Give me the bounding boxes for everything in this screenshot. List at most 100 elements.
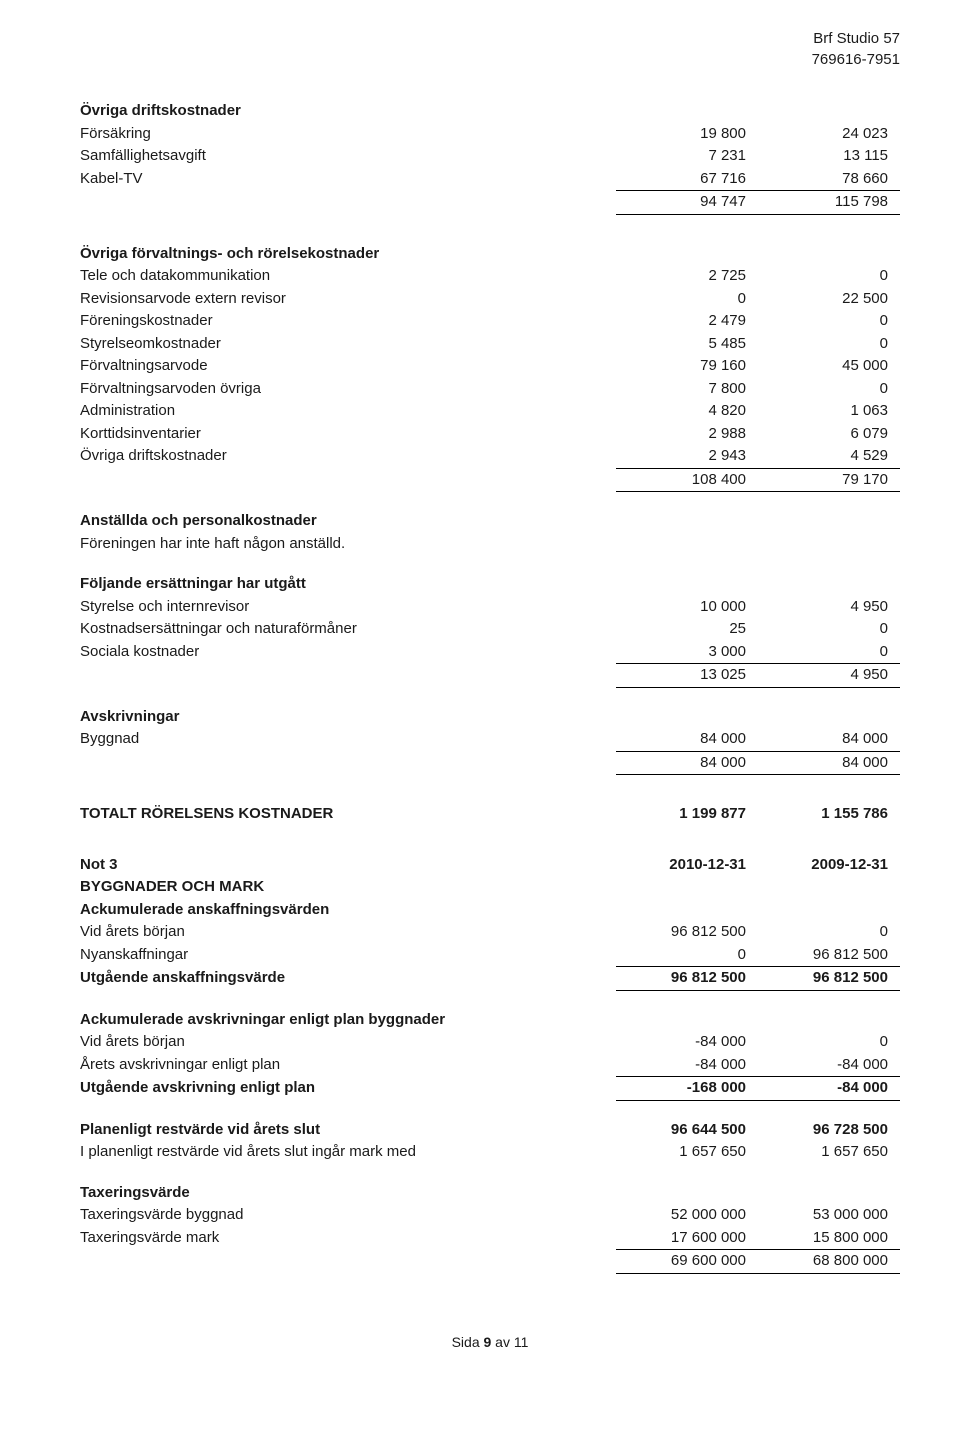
table-cell: 52 000 000 — [616, 1204, 758, 1227]
table-row-label: Sociala kostnader — [80, 641, 616, 664]
table-cell: -84 000 — [758, 1054, 900, 1078]
table-cell: 1 657 650 — [616, 1141, 758, 1164]
sec5-title: Avskrivningar — [80, 706, 900, 729]
table-cell: 84 000 — [758, 728, 900, 752]
table-cell: 0 — [758, 618, 900, 641]
table-total: -84 000 — [758, 1077, 900, 1101]
table-row-label: Revisionsarvode extern revisor — [80, 288, 616, 311]
table-cell: 5 485 — [616, 333, 758, 356]
plan-label: I planenligt restvärde vid årets slut in… — [80, 1141, 616, 1164]
table-cell: 96 812 500 — [758, 944, 900, 968]
grand-total: TOTALT RÖRELSENS KOSTNADER1 199 8771 155… — [80, 803, 900, 826]
table-cell: 19 800 — [616, 123, 758, 146]
table-cell: 2 725 — [616, 265, 758, 288]
acqvals: Ackumulerade anskaffningsvärden Vid året… — [80, 899, 900, 991]
org-name: Brf Studio 57 — [812, 28, 900, 49]
tax: Taxeringsvärde Taxeringsvärde byggnad52 … — [80, 1182, 900, 1274]
not3-date: 2009-12-31 — [758, 854, 900, 877]
table-total: 84 000 — [616, 752, 758, 776]
org-number: 769616-7951 — [812, 49, 900, 70]
table-row-label: Försäkring — [80, 123, 616, 146]
table-total: 4 950 — [758, 664, 900, 688]
table-total: 79 170 — [758, 469, 900, 493]
table-cell: 45 000 — [758, 355, 900, 378]
not3-title: Not 3 — [80, 854, 616, 877]
sec1: Övriga driftskostnader Försäkring19 8002… — [80, 100, 900, 215]
table-row-label: Styrelseomkostnader — [80, 333, 616, 356]
table-cell: 67 716 — [616, 168, 758, 192]
table-row-label: Förvaltningsarvoden övriga — [80, 378, 616, 401]
footer: Sida 9 av 11 — [80, 1334, 900, 1350]
table-cell: 13 115 — [758, 145, 900, 168]
table-total: 115 798 — [758, 191, 900, 215]
table-row-label: Byggnad — [80, 728, 616, 751]
table-row-label: Styrelse och internrevisor — [80, 596, 616, 619]
table-row-label: Samfällighetsavgift — [80, 145, 616, 168]
acqvals-total-label: Utgående anskaffningsvärde — [80, 967, 616, 990]
grand-total-cell: 1 155 786 — [758, 803, 900, 826]
table-cell: 84 000 — [616, 728, 758, 752]
table-row-label: Årets avskrivningar enligt plan — [80, 1054, 616, 1077]
table-total: 69 600 000 — [616, 1250, 758, 1274]
grand-total-label: TOTALT RÖRELSENS KOSTNADER — [80, 803, 616, 826]
sec2-title: Övriga förvaltnings- och rörelsekostnade… — [80, 243, 900, 266]
table-cell: 96 812 500 — [616, 921, 758, 944]
table-total: 94 747 — [616, 191, 758, 215]
table-cell: 4 820 — [616, 400, 758, 423]
sec2: Övriga förvaltnings- och rörelsekostnade… — [80, 243, 900, 493]
table-total: 96 812 500 — [616, 967, 758, 991]
depr-title: Ackumulerade avskrivningar enligt plan b… — [80, 1009, 900, 1032]
table-cell: 0 — [758, 333, 900, 356]
table-row-label: Administration — [80, 400, 616, 423]
table-cell: 7 231 — [616, 145, 758, 168]
grand-total-cell: 1 199 877 — [616, 803, 758, 826]
table-row-label: Taxeringsvärde byggnad — [80, 1204, 616, 1227]
table-cell: 6 079 — [758, 423, 900, 446]
table-cell: 17 600 000 — [616, 1227, 758, 1251]
table-row-label: Tele och datakommunikation — [80, 265, 616, 288]
table-row-label: Övriga driftskostnader — [80, 445, 616, 468]
table-row-label: Vid årets början — [80, 1031, 616, 1054]
page: Brf Studio 57 769616-7951 Övriga driftsk… — [0, 0, 960, 1452]
table-cell: 22 500 — [758, 288, 900, 311]
table-total: -168 000 — [616, 1077, 758, 1101]
acqvals-title: Ackumulerade anskaffningsvärden — [80, 899, 900, 922]
table-cell: 0 — [616, 944, 758, 968]
sec4-title: Följande ersättningar har utgått — [80, 573, 900, 596]
table-cell: 1 063 — [758, 400, 900, 423]
table-row-label: Kabel-TV — [80, 168, 616, 191]
footer-of: av 11 — [491, 1334, 528, 1350]
table-row-label: Vid årets början — [80, 921, 616, 944]
table-cell: 0 — [758, 378, 900, 401]
footer-prefix: Sida — [452, 1334, 484, 1350]
table-row-label: Korttidsinventarier — [80, 423, 616, 446]
table-row-label: Taxeringsvärde mark — [80, 1227, 616, 1250]
table-cell: 2 479 — [616, 310, 758, 333]
table-total: 84 000 — [758, 752, 900, 776]
not3-header: Not 32010-12-312009-12-31 BYGGNADER OCH … — [80, 854, 900, 899]
tax-title: Taxeringsvärde — [80, 1182, 900, 1205]
table-cell: 79 160 — [616, 355, 758, 378]
header: Brf Studio 57 769616-7951 — [812, 28, 900, 70]
table-row-label: Kostnadsersättningar och naturaförmåner — [80, 618, 616, 641]
table-cell: 0 — [758, 1031, 900, 1054]
table-cell: -84 000 — [616, 1031, 758, 1054]
depr-total-label: Utgående avskrivning enligt plan — [80, 1077, 616, 1100]
table-cell: 3 000 — [616, 641, 758, 665]
table-cell: 0 — [758, 265, 900, 288]
table-cell: 10 000 — [616, 596, 758, 619]
table-cell: 25 — [616, 618, 758, 641]
table-row-label: Förvaltningsarvode — [80, 355, 616, 378]
sec3-note: Föreningen har inte haft någon anställd. — [80, 533, 900, 556]
table-cell: -84 000 — [616, 1054, 758, 1078]
table-total: 68 800 000 — [758, 1250, 900, 1274]
table-row-label: Föreningskostnader — [80, 310, 616, 333]
plan: Planenligt restvärde vid årets slut96 64… — [80, 1119, 900, 1164]
table-total: 96 812 500 — [758, 967, 900, 991]
table-cell: 2 988 — [616, 423, 758, 446]
sec4: Följande ersättningar har utgått Styrels… — [80, 573, 900, 688]
sec3: Anställda och personalkostnader Förening… — [80, 510, 900, 555]
table-cell: 0 — [758, 921, 900, 944]
table-cell: 24 023 — [758, 123, 900, 146]
table-cell: 0 — [758, 310, 900, 333]
